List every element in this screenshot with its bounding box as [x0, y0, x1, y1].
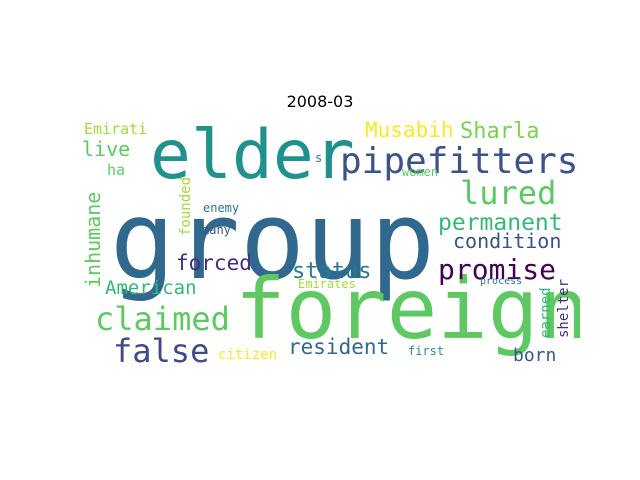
word-forced: forced	[176, 251, 252, 275]
word-elder: elder	[150, 118, 355, 195]
word-s: s	[315, 151, 322, 165]
word-emirati: Emirati	[84, 120, 147, 138]
word-shelter: shelter	[556, 279, 572, 338]
word-american: American	[105, 277, 197, 299]
word-musabih: Musabih	[365, 118, 454, 142]
word-ha: ha	[107, 161, 125, 179]
word-earned: earned	[538, 287, 554, 338]
word-group: group	[110, 179, 435, 304]
word-many: many	[202, 223, 231, 237]
word-process: process	[480, 276, 522, 287]
word-sharla: Sharla	[460, 119, 539, 144]
word-enemy: enemy	[203, 201, 239, 215]
word-lured: lured	[460, 174, 556, 212]
chart-title: 2008-03	[286, 92, 354, 111]
word-live: live	[82, 137, 130, 161]
word-promise: promise	[438, 253, 556, 286]
word-women: women	[402, 165, 438, 179]
word-first: first	[408, 344, 444, 358]
word-permanent: permanent	[438, 210, 563, 236]
word-false: false	[113, 332, 209, 370]
word-pipefitters: pipefitters	[340, 141, 578, 182]
word-condition: condition	[453, 229, 561, 253]
word-inhumane: inhumane	[81, 192, 105, 288]
word-citizen: citizen	[218, 347, 277, 363]
word-claimed: claimed	[95, 300, 230, 338]
word-status: status	[292, 259, 371, 284]
word-foreign: foreign	[235, 260, 580, 358]
word-emirates: Emirates	[298, 277, 356, 291]
word-resident: resident	[288, 335, 389, 359]
word-founded: founded	[178, 177, 194, 236]
word-born: born	[513, 345, 556, 366]
